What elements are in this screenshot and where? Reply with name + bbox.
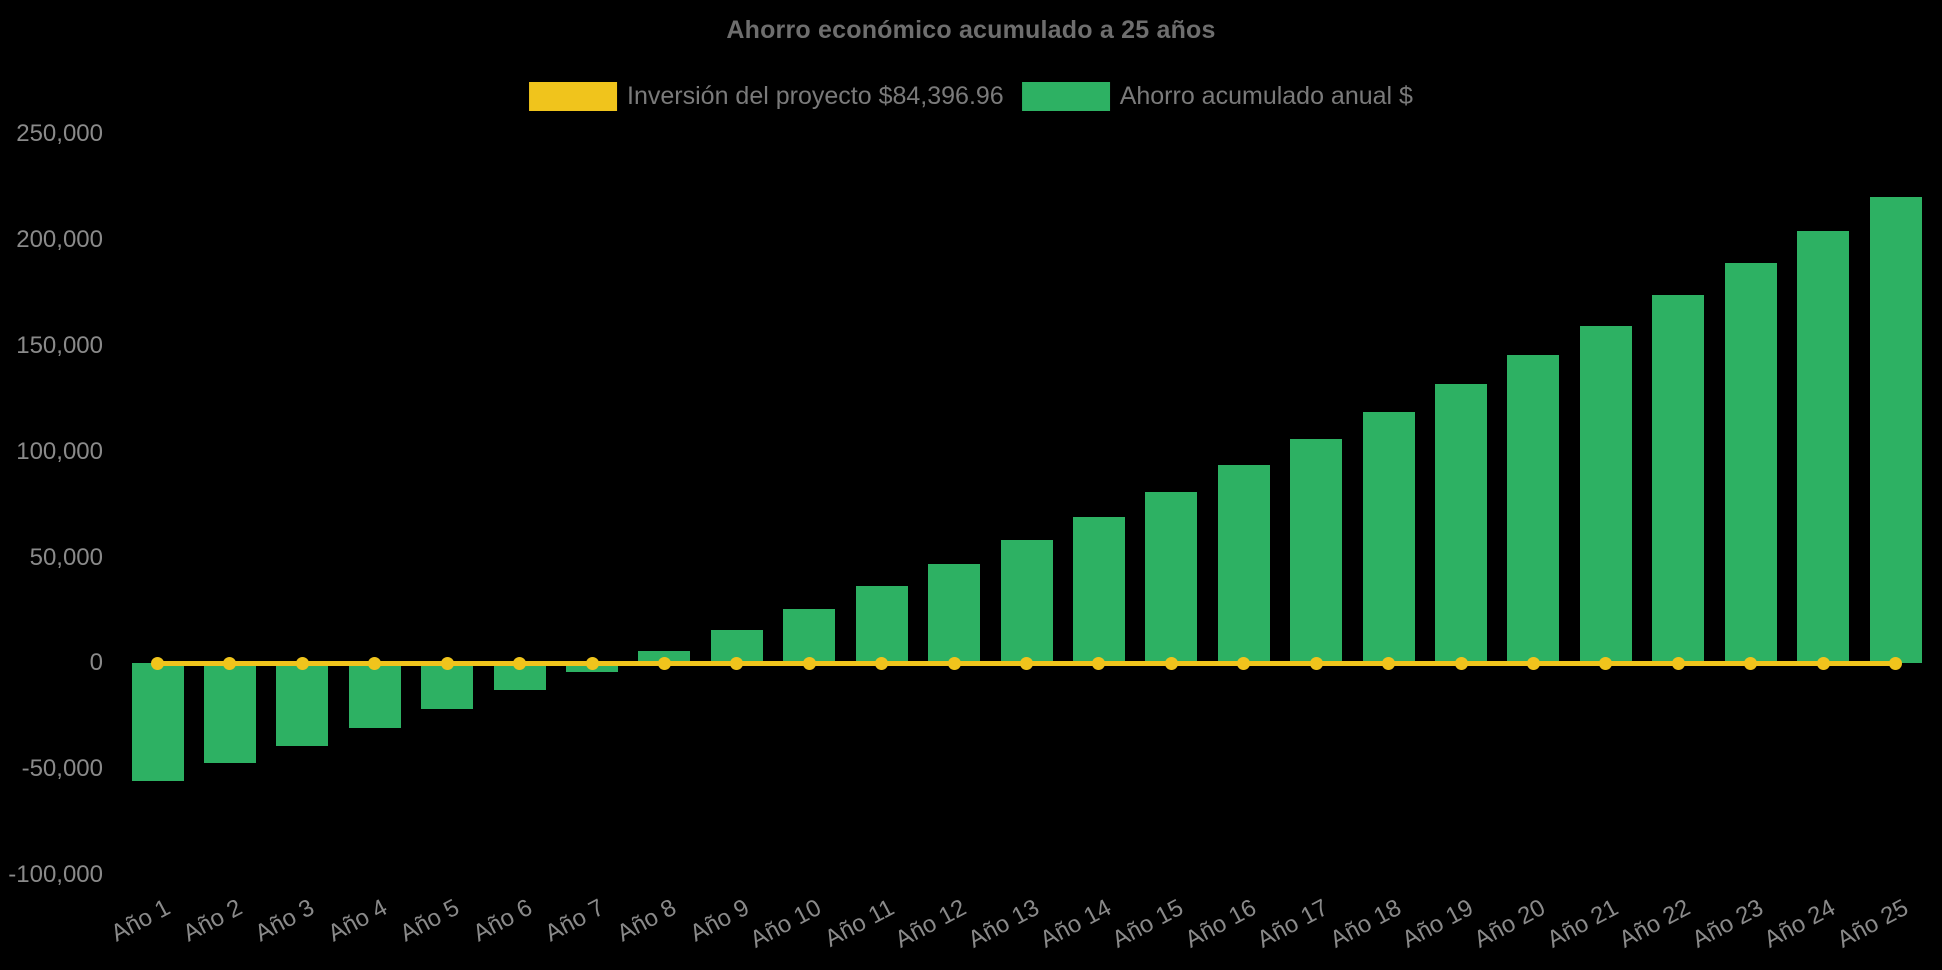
y-tick-250000: 250,000 (16, 120, 103, 148)
bar-ano-18[interactable] (1362, 412, 1415, 664)
x-tick-ano-20: Año 20 (1470, 894, 1551, 954)
x-tick-ano-2: Año 2 (178, 894, 247, 948)
x-tick-ano-13: Año 13 (963, 894, 1044, 954)
bar-ano-10[interactable] (783, 609, 836, 664)
investment-point-ano-23[interactable] (1744, 656, 1758, 670)
bar-ano-11[interactable] (855, 586, 908, 664)
x-tick-ano-24: Año 24 (1759, 894, 1840, 954)
x-tick-ano-15: Año 15 (1108, 894, 1189, 954)
x-tick-ano-9: Año 9 (685, 894, 754, 948)
x-tick-ano-3: Año 3 (250, 894, 320, 948)
investment-point-ano-25[interactable] (1889, 656, 1903, 670)
investment-point-ano-11[interactable] (875, 656, 889, 670)
x-tick-ano-6: Año 6 (468, 894, 537, 948)
y-tick--100000: -100,000 (8, 860, 103, 888)
investment-point-ano-8[interactable] (657, 656, 671, 670)
chart-title: Ahorro económico acumulado a 25 años (726, 16, 1216, 44)
y-tick-0: 0 (89, 649, 103, 677)
investment-point-ano-15[interactable] (1164, 656, 1178, 670)
legend-swatch-ahorro (1021, 82, 1110, 111)
x-tick-ano-7: Año 7 (540, 894, 609, 948)
investment-point-ano-9[interactable] (730, 656, 744, 670)
x-tick-ano-5: Año 5 (395, 894, 464, 948)
x-tick-ano-21: Año 21 (1542, 894, 1623, 954)
x-tick-ano-4: Año 4 (323, 894, 392, 948)
investment-point-ano-21[interactable] (1599, 656, 1613, 670)
x-tick-ano-23: Año 23 (1687, 894, 1768, 954)
investment-point-ano-20[interactable] (1526, 656, 1540, 670)
x-tick-ano-25: Año 25 (1832, 894, 1913, 954)
y-tick-100000: 100,000 (16, 437, 103, 465)
bar-ano-2[interactable] (203, 663, 256, 764)
x-tick-ano-10: Año 10 (746, 894, 826, 954)
bar-ano-20[interactable] (1507, 355, 1560, 664)
bar-ano-21[interactable] (1579, 326, 1632, 664)
investment-point-ano-6[interactable] (513, 656, 527, 670)
investment-point-ano-19[interactable] (1454, 656, 1468, 670)
x-tick-ano-8: Año 8 (613, 894, 682, 948)
bar-ano-14[interactable] (1072, 517, 1125, 664)
bar-ano-17[interactable] (1290, 439, 1343, 664)
bar-ano-15[interactable] (1145, 492, 1198, 664)
legend-label: Ahorro acumulado anual $ (1119, 82, 1413, 110)
bar-ano-25[interactable] (1869, 197, 1922, 664)
x-tick-ano-17: Año 17 (1253, 894, 1333, 954)
x-tick-ano-12: Año 12 (890, 894, 971, 954)
legend-item-ahorro-acumulado[interactable]: Ahorro acumulado anual $ (1021, 82, 1413, 111)
legend-swatch-inversion (529, 82, 618, 111)
legend-item-inversi-n[interactable]: Inversión del proyecto $84,396.96 (529, 82, 1004, 111)
investment-point-ano-10[interactable] (802, 656, 816, 670)
investment-point-ano-7[interactable] (585, 656, 599, 670)
x-tick-ano-19: Año 19 (1397, 894, 1478, 954)
bar-ano-19[interactable] (1435, 384, 1488, 664)
investment-point-ano-18[interactable] (1382, 656, 1396, 670)
investment-point-ano-17[interactable] (1309, 656, 1323, 670)
y-tick-50000: 50,000 (29, 543, 103, 571)
y-tick--50000: -50,000 (21, 755, 103, 783)
bar-ano-4[interactable] (348, 663, 401, 729)
investment-point-ano-14[interactable] (1092, 656, 1106, 670)
x-tick-ano-1: Año 1 (106, 894, 175, 948)
bar-ano-5[interactable] (421, 663, 474, 709)
bar-ano-13[interactable] (1000, 540, 1053, 664)
y-tick-150000: 150,000 (16, 331, 103, 359)
bar-ano-16[interactable] (1217, 465, 1270, 664)
bar-ano-12[interactable] (928, 564, 981, 664)
investment-point-ano-4[interactable] (368, 656, 382, 670)
investment-point-ano-22[interactable] (1671, 656, 1685, 670)
y-tick-200000: 200,000 (16, 226, 103, 254)
x-tick-ano-16: Año 16 (1180, 894, 1261, 954)
investment-point-ano-5[interactable] (440, 656, 454, 670)
investment-point-ano-16[interactable] (1237, 656, 1251, 670)
x-tick-ano-18: Año 18 (1325, 894, 1406, 954)
bar-ano-23[interactable] (1724, 263, 1777, 664)
x-tick-ano-11: Año 11 (820, 894, 899, 953)
investment-point-ano-1[interactable] (151, 656, 164, 670)
x-tick-ano-22: Año 22 (1615, 894, 1695, 954)
bar-ano-1[interactable] (131, 663, 184, 782)
investment-point-ano-13[interactable] (1020, 656, 1034, 670)
bar-ano-24[interactable] (1797, 231, 1850, 664)
bar-ano-22[interactable] (1652, 295, 1705, 664)
investment-point-ano-2[interactable] (223, 656, 237, 670)
investment-point-ano-3[interactable] (295, 656, 309, 670)
legend-label: Inversión del proyecto $84,396.96 (627, 82, 1004, 110)
bar-ano-3[interactable] (276, 663, 329, 746)
investment-point-ano-12[interactable] (947, 656, 961, 670)
chart-legend: Inversión del proyecto $84,396.96 Ahorro … (529, 82, 1413, 111)
x-tick-ano-14: Año 14 (1035, 894, 1116, 954)
investment-point-ano-24[interactable] (1816, 656, 1830, 670)
